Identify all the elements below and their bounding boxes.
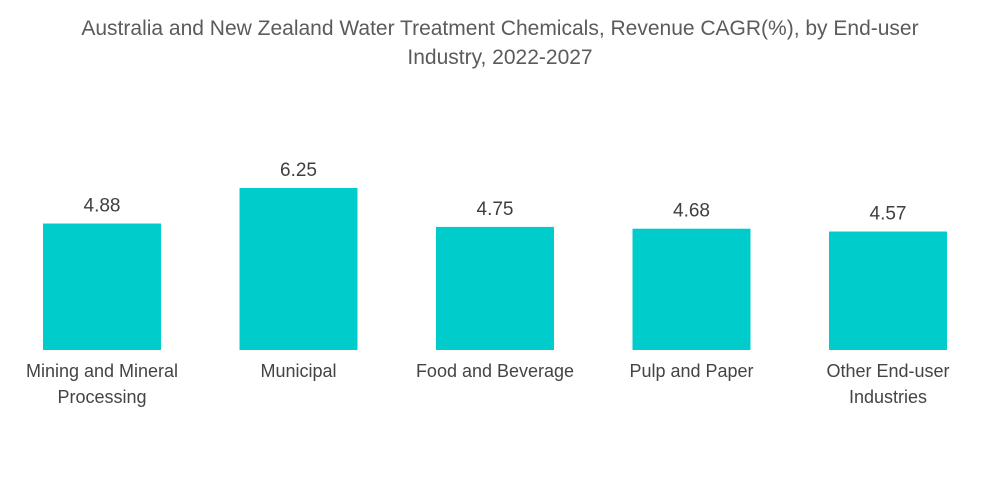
category-label-4-line-1: Pulp and Paper bbox=[629, 361, 753, 381]
value-label-2: 6.25 bbox=[280, 160, 317, 181]
bar-4 bbox=[632, 228, 751, 350]
category-label-1: Mining and Mineral Processing bbox=[26, 361, 178, 407]
category-label-4: Pulp and Paper bbox=[629, 361, 753, 381]
chart-title: Australia and New Zealand Water Treatmen… bbox=[0, 14, 1000, 72]
bar-3 bbox=[436, 226, 554, 350]
value-label-4: 4.68 bbox=[673, 201, 710, 222]
category-label-2-line-1: Municipal bbox=[260, 361, 336, 381]
chart-title-line-1: Australia and New Zealand Water Treatmen… bbox=[81, 17, 919, 40]
category-label-2: Municipal bbox=[260, 361, 336, 381]
value-label-1: 4.88 bbox=[84, 196, 121, 217]
category-label-3: Food and Beverage bbox=[416, 361, 574, 381]
category-label-1-line-1: Mining and Mineral bbox=[26, 361, 178, 381]
category-label-1-line-2: Processing bbox=[57, 387, 146, 407]
bar-2 bbox=[239, 188, 358, 350]
value-label-5: 4.57 bbox=[870, 204, 907, 225]
category-label-5-line-1: Other End-user bbox=[826, 361, 949, 381]
chart-title-line-2: Industry, 2022-2027 bbox=[407, 46, 593, 69]
value-label-3: 4.75 bbox=[477, 199, 514, 220]
bar-5 bbox=[829, 231, 947, 350]
category-label-3-line-1: Food and Beverage bbox=[416, 361, 574, 381]
bar-1 bbox=[43, 223, 161, 350]
category-label-5: Other End-user Industries bbox=[826, 361, 949, 407]
category-label-5-line-2: Industries bbox=[849, 387, 927, 407]
